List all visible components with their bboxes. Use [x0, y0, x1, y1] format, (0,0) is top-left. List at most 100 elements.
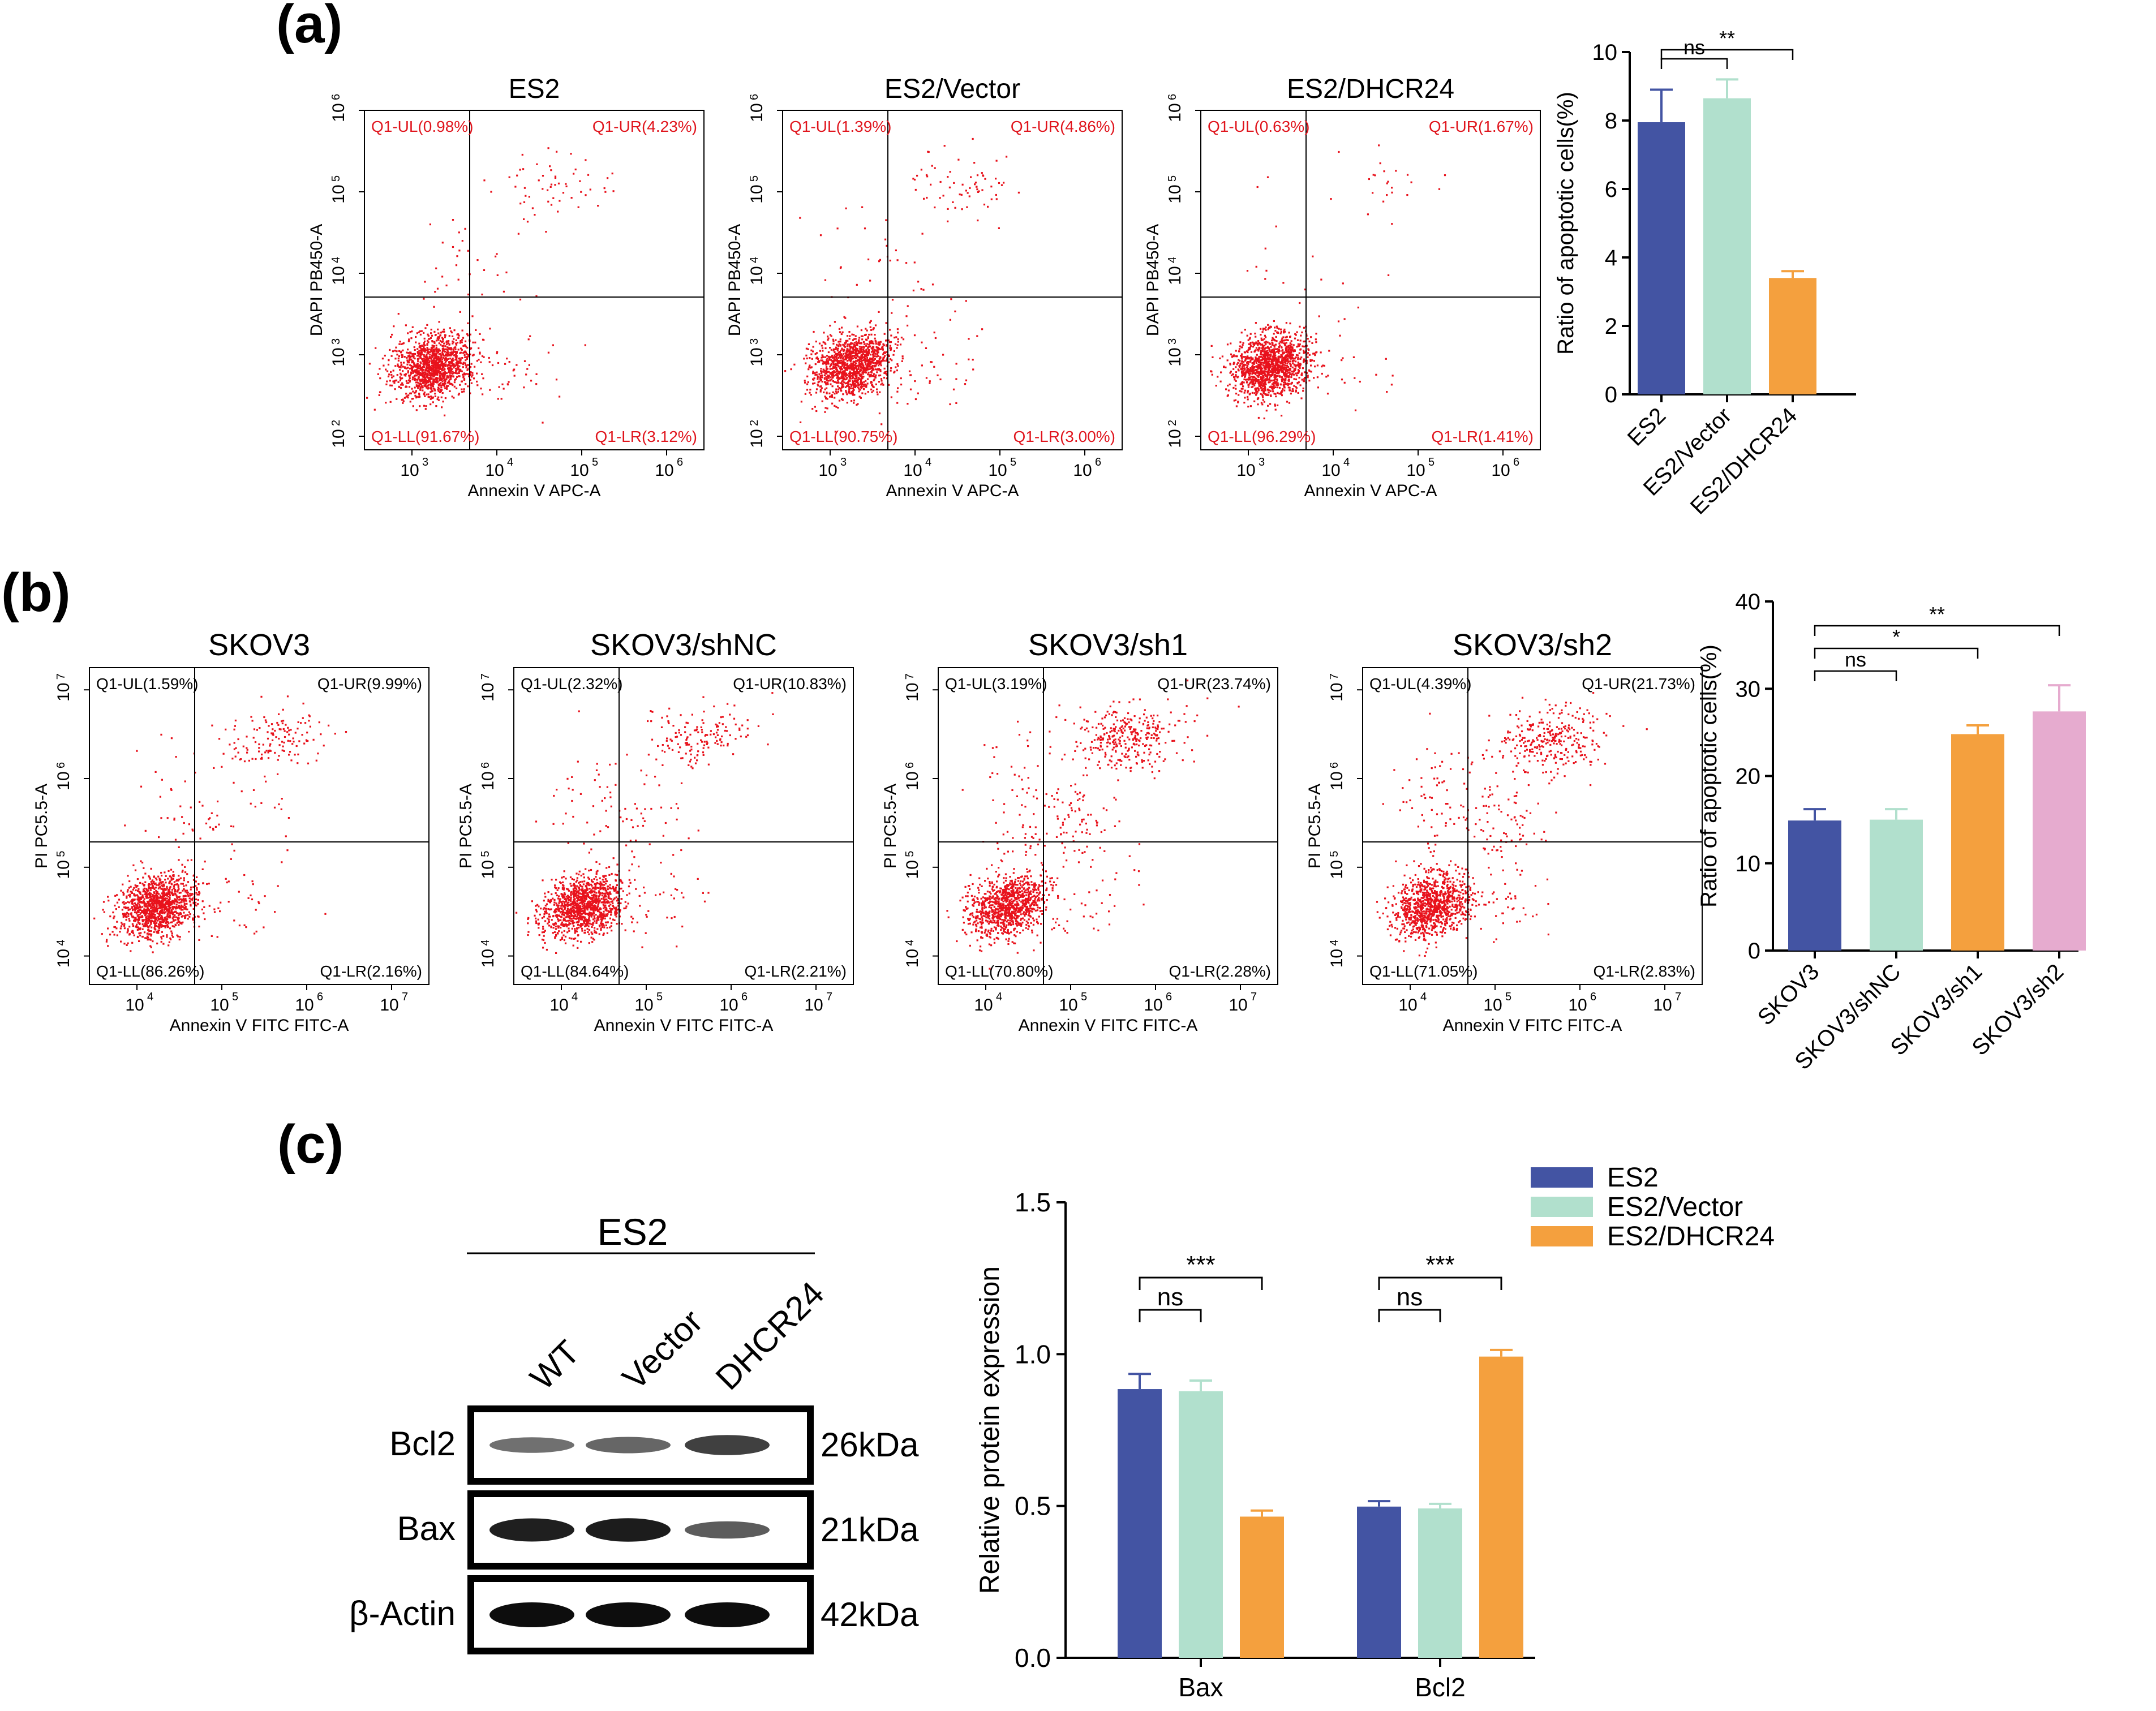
flow-dot [446, 381, 449, 384]
flow-dot [397, 365, 399, 367]
flow-dot [378, 394, 380, 396]
flow-dot [445, 358, 448, 360]
flow-dot [1262, 390, 1265, 392]
flow-dot [969, 187, 971, 189]
flow-dot [1290, 363, 1292, 366]
flow-dot [113, 934, 115, 936]
flow-dot [886, 359, 888, 361]
flow-dot [1296, 372, 1299, 375]
flow-dot [482, 338, 484, 341]
flow-dot [135, 904, 137, 906]
flow-dot [455, 378, 457, 380]
flow-dot [435, 372, 437, 374]
flow-dot [430, 381, 432, 383]
flow-dot [921, 364, 923, 367]
flow-dot [427, 361, 430, 363]
flow-dot [412, 361, 415, 363]
x-tick-exponent: 6 [677, 456, 683, 468]
flow-dot [836, 360, 839, 363]
flow-dot [825, 367, 828, 369]
flow-dot [860, 375, 862, 377]
flow-dot [462, 373, 464, 376]
flow-dot [549, 186, 552, 188]
flow-dot [889, 259, 891, 262]
flow-dot [1287, 339, 1289, 341]
flow-dot [459, 384, 461, 386]
flow-dot [1229, 372, 1231, 374]
flow-dot [927, 151, 929, 153]
flow-dot [1282, 336, 1285, 338]
flow-dot [848, 388, 851, 390]
flow-dot [870, 381, 873, 384]
flow-dot [867, 337, 869, 339]
flow-dot [457, 394, 459, 396]
flow-dot [870, 340, 873, 342]
flow-dot [155, 909, 157, 911]
flow-dot [829, 368, 831, 370]
flow-dot [433, 364, 435, 366]
flow-dot [418, 394, 420, 396]
flow-dot [468, 375, 470, 377]
flow-dot [834, 405, 836, 407]
flow-dot [1297, 343, 1299, 345]
flow-dot [837, 407, 839, 409]
flow-dot [1295, 360, 1297, 363]
flow-dot [1273, 320, 1275, 323]
flow-dot [430, 332, 432, 334]
flow-dot [845, 372, 848, 375]
flow-dot [406, 359, 409, 362]
flow-dot [1303, 371, 1306, 373]
flow-dot [1289, 369, 1291, 371]
flow-dot [424, 358, 427, 361]
flow-dot [870, 361, 872, 363]
flow-dot [1253, 383, 1255, 385]
x-tick-exponent: 4 [507, 456, 513, 468]
flow-dot [137, 896, 139, 899]
flow-dot [1261, 388, 1264, 390]
flow-dot [144, 881, 147, 883]
flow-dot [844, 358, 847, 360]
flow-dot [142, 891, 144, 893]
flow-dot [413, 346, 415, 349]
flow-dot [851, 364, 853, 366]
flow-dot [921, 233, 924, 235]
flow-dot [1272, 368, 1274, 370]
flow-dot [861, 346, 863, 349]
flow-dot [1255, 390, 1257, 393]
flow-dot [1287, 348, 1290, 351]
flow-dot [852, 342, 854, 345]
flow-dot [844, 375, 847, 378]
flow-dot [1264, 351, 1266, 353]
flow-dot [845, 356, 848, 359]
flow-dot [423, 347, 425, 350]
flow-dot [872, 328, 874, 330]
flow-dot [857, 371, 860, 373]
flow-dot [441, 373, 443, 376]
flow-dot [1239, 364, 1242, 367]
flow-dot [1243, 365, 1245, 367]
flow-dot [866, 329, 868, 332]
flow-dot [1289, 344, 1291, 347]
flow-dot [822, 360, 824, 363]
flow-dot [388, 359, 390, 362]
flow-dot [1251, 362, 1253, 364]
flow-dot [183, 915, 186, 917]
flow-dot [1287, 386, 1290, 389]
flow-dot [1240, 355, 1242, 357]
flow-dot [1274, 381, 1276, 383]
flow-dot [1291, 354, 1294, 356]
y-tick-exponent: 5 [1166, 175, 1179, 182]
flow-dot [848, 345, 851, 347]
flow-dot [968, 358, 970, 360]
flow-dot [879, 360, 882, 363]
flow-dot [152, 951, 154, 953]
flow-dot [890, 334, 892, 337]
flow-dot [1288, 382, 1290, 385]
flow-dot [809, 389, 811, 391]
flow-dot [431, 368, 433, 371]
flow-dot [419, 405, 421, 407]
flow-dot [153, 927, 156, 929]
flow-dot [407, 371, 409, 374]
flow-dot [433, 352, 436, 355]
flow-dot [1320, 278, 1322, 281]
